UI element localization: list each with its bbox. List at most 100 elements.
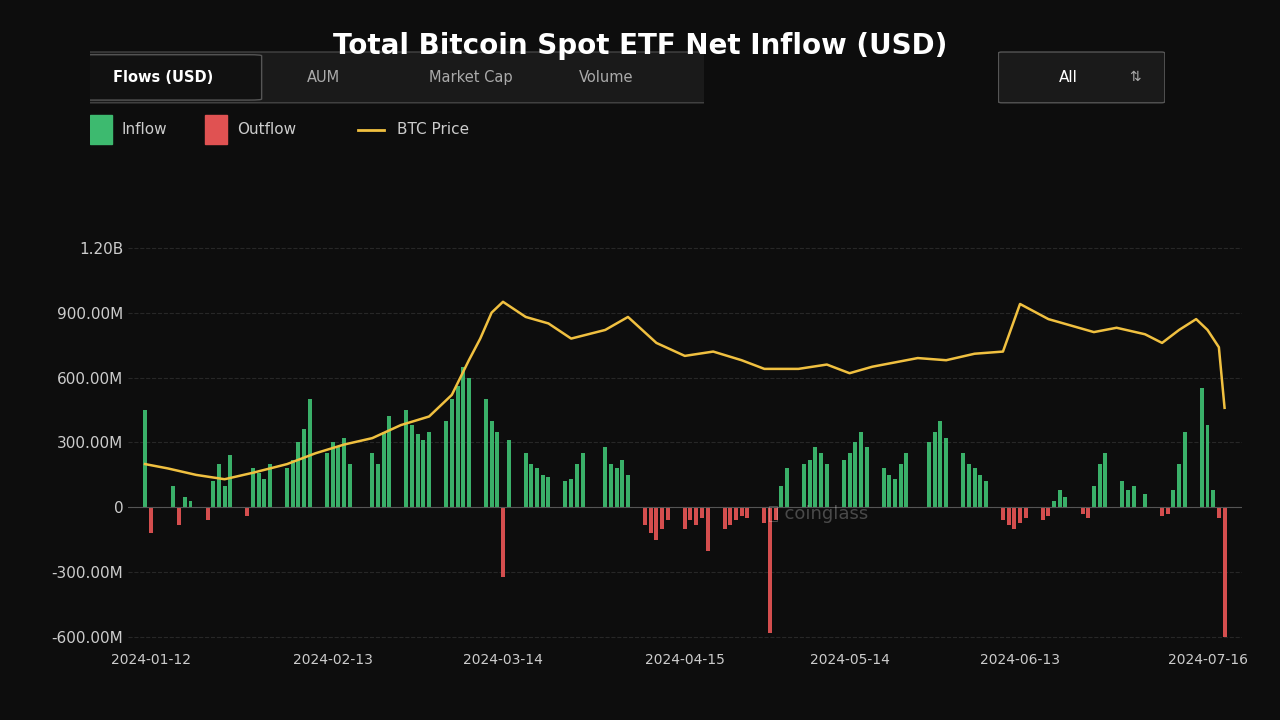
Bar	[1097, 464, 1102, 508]
Bar	[905, 454, 909, 508]
FancyBboxPatch shape	[65, 55, 261, 100]
Bar	[188, 501, 192, 508]
Bar	[1206, 425, 1210, 508]
Bar	[268, 464, 273, 508]
FancyBboxPatch shape	[78, 52, 716, 103]
Bar	[768, 508, 772, 633]
Bar	[689, 508, 692, 521]
Bar	[660, 508, 664, 529]
Bar	[978, 475, 982, 508]
Bar	[1024, 508, 1028, 518]
Bar	[733, 508, 739, 521]
Bar	[882, 469, 886, 508]
Text: Market Cap: Market Cap	[429, 70, 512, 85]
Bar	[984, 482, 988, 508]
Bar	[643, 508, 646, 525]
Bar	[938, 420, 942, 508]
Bar	[172, 486, 175, 508]
Bar	[654, 508, 658, 540]
Bar	[803, 464, 806, 508]
FancyBboxPatch shape	[998, 52, 1165, 103]
Bar	[854, 443, 858, 508]
Bar	[1080, 508, 1084, 514]
Bar	[814, 447, 818, 508]
Bar	[143, 410, 147, 508]
Bar	[205, 115, 228, 144]
Bar	[563, 482, 567, 508]
Bar	[381, 431, 385, 508]
Bar	[211, 482, 215, 508]
Bar	[223, 486, 227, 508]
Bar	[728, 508, 732, 525]
Bar	[1087, 508, 1091, 518]
Bar	[1183, 431, 1187, 508]
Bar	[490, 420, 494, 508]
Bar	[251, 469, 255, 508]
Bar	[456, 386, 460, 508]
Bar	[763, 508, 767, 523]
Bar	[1120, 482, 1124, 508]
Bar	[961, 454, 965, 508]
Text: Volume: Volume	[579, 70, 632, 85]
Bar	[785, 469, 788, 508]
Bar	[1166, 508, 1170, 514]
Bar	[649, 508, 653, 534]
Bar	[1222, 508, 1226, 637]
Bar	[495, 431, 499, 508]
Bar	[348, 464, 352, 508]
Bar	[428, 431, 431, 508]
Bar	[183, 497, 187, 508]
Bar	[614, 469, 618, 508]
Bar	[740, 508, 744, 516]
Bar	[723, 508, 727, 529]
Bar	[285, 469, 289, 508]
Bar	[330, 443, 334, 508]
Bar	[973, 469, 977, 508]
Bar	[621, 460, 625, 508]
Bar	[467, 377, 471, 508]
Bar	[859, 431, 863, 508]
Bar	[484, 399, 488, 508]
Bar	[1006, 508, 1011, 525]
Bar	[291, 460, 294, 508]
Bar	[1103, 454, 1107, 508]
Bar	[216, 464, 221, 508]
Bar	[307, 399, 312, 508]
Text: Total Bitcoin Spot ETF Net Inflow (USD): Total Bitcoin Spot ETF Net Inflow (USD)	[333, 32, 947, 60]
Bar	[899, 464, 902, 508]
Bar	[570, 480, 573, 508]
Bar	[1052, 501, 1056, 508]
Bar	[302, 429, 306, 508]
Bar	[530, 464, 534, 508]
Text: Outflow: Outflow	[237, 122, 296, 137]
Bar	[1143, 495, 1147, 508]
Bar	[1001, 508, 1005, 521]
Bar	[1064, 497, 1068, 508]
Bar	[927, 443, 931, 508]
Bar	[1092, 486, 1096, 508]
Bar	[421, 441, 425, 508]
Bar	[1199, 388, 1203, 508]
Bar	[842, 460, 846, 508]
Bar	[847, 454, 851, 508]
Text: Flows (USD): Flows (USD)	[113, 70, 214, 85]
Bar	[666, 508, 669, 521]
Bar	[824, 464, 829, 508]
Bar	[507, 441, 511, 508]
Bar	[388, 416, 392, 508]
Bar	[1126, 490, 1130, 508]
Bar	[500, 508, 506, 577]
Bar	[1132, 486, 1135, 508]
Bar	[257, 473, 261, 508]
Bar	[745, 508, 749, 518]
Bar	[808, 460, 812, 508]
Bar	[547, 477, 550, 508]
Bar	[410, 425, 413, 508]
Bar	[603, 447, 607, 508]
Bar	[1211, 490, 1215, 508]
Bar	[1160, 508, 1164, 516]
Bar	[376, 464, 380, 508]
Bar	[444, 420, 448, 508]
Bar	[1057, 490, 1062, 508]
Bar	[1047, 508, 1051, 516]
